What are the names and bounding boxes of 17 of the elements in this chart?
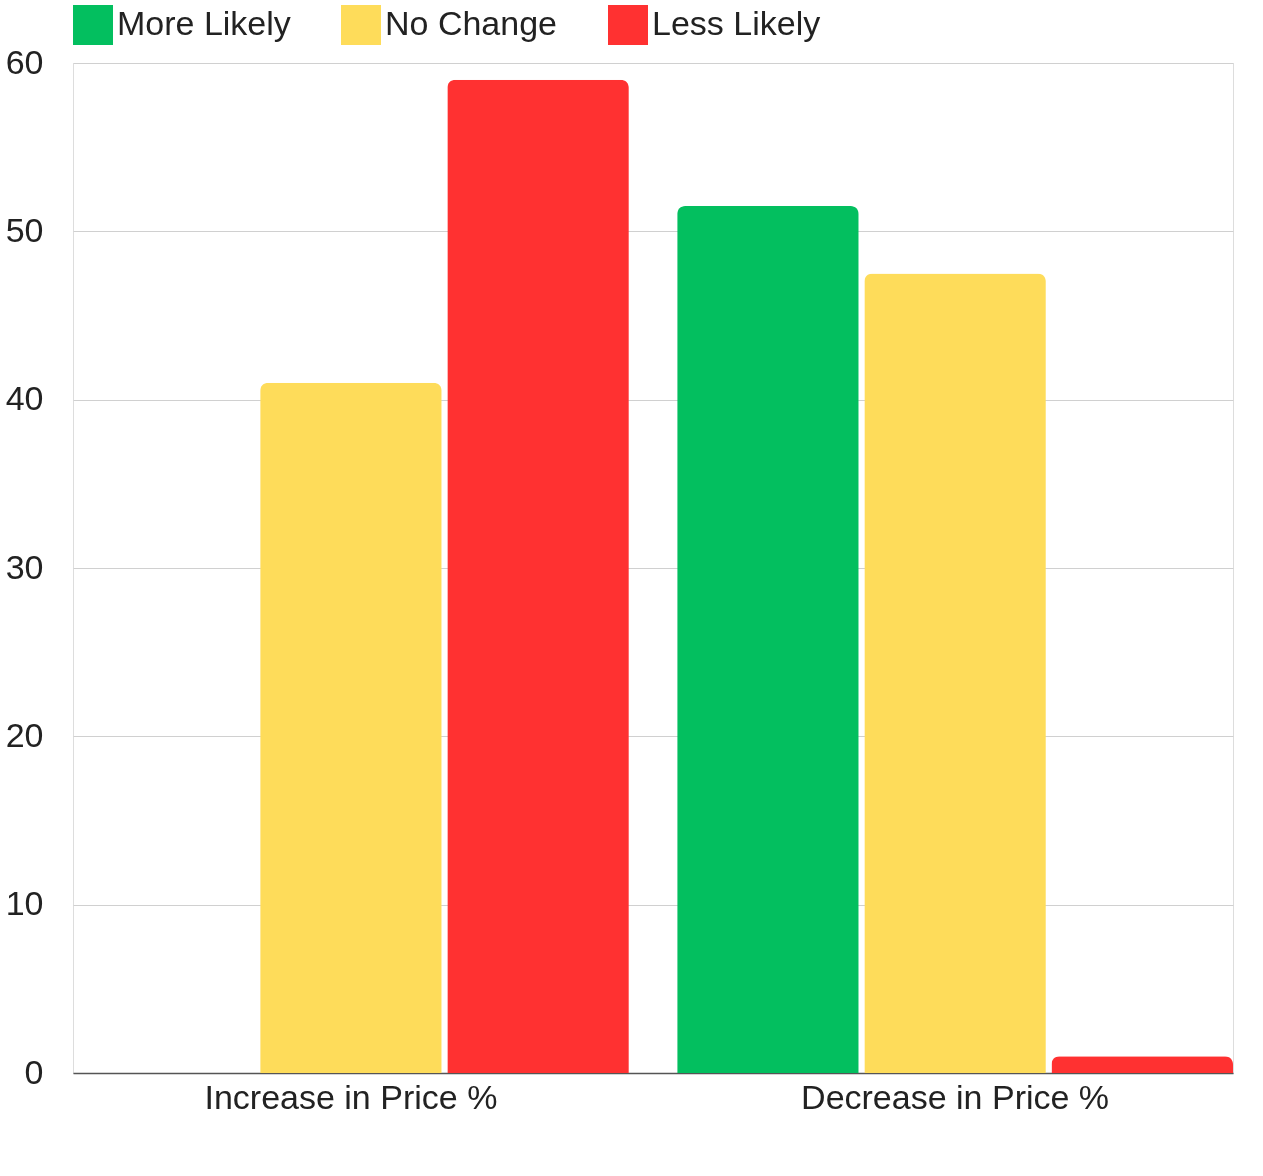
bar xyxy=(260,382,442,1073)
y-tick-label: 60 xyxy=(5,42,44,81)
bar xyxy=(447,79,629,1073)
y-tick-label: 20 xyxy=(5,715,44,754)
bar xyxy=(1051,1056,1233,1073)
x-tick-label: Decrease in Price % xyxy=(801,1077,1110,1116)
x-tick-label: Increase in Price % xyxy=(204,1077,498,1116)
y-tick-label: 50 xyxy=(5,210,44,249)
legend-label: Less Likely xyxy=(652,4,821,42)
legend-label: No Change xyxy=(385,4,558,42)
y-tick-label: 40 xyxy=(5,379,44,418)
y-tick-label: 10 xyxy=(5,884,44,923)
y-tick-label: 30 xyxy=(5,547,44,586)
legend-label: More Likely xyxy=(117,4,291,42)
y-tick-label: 0 xyxy=(24,1052,44,1091)
bar xyxy=(677,206,859,1073)
bar xyxy=(864,273,1046,1073)
